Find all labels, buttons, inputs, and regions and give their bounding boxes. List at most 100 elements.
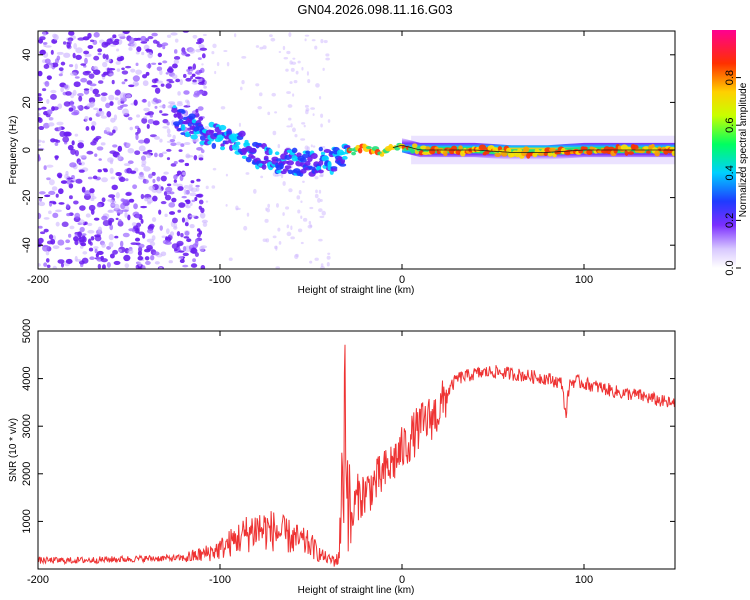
spectral-noise-blob [48,190,56,196]
spectral-ridge-blob [317,169,324,174]
spectral-noise-blob [312,113,315,117]
spectral-noise-blob [140,41,148,44]
spectral-noise-blob [176,141,182,146]
spectral-noise-blob [55,221,60,227]
spectral-ridge-blob [643,146,650,150]
x-tick-label: 0 [399,574,405,586]
spectral-noise-blob [220,106,226,110]
spectral-noise-blob [135,69,143,75]
spectral-ridge-blob [341,155,348,160]
spectral-noise-blob [308,220,312,225]
spectral-noise-blob [318,189,322,194]
spectral-noise-blob [302,180,305,183]
spectral-noise-blob [93,137,100,141]
spectral-noise-blob [111,184,118,191]
spectral-noise-blob [272,130,277,136]
spectral-noise-blob [81,186,86,193]
spectral-noise-blob [290,67,295,72]
spectral-ridge-blob [654,150,660,157]
spectral-noise-blob [199,47,208,51]
spectral-ridge-blob [304,160,311,166]
spectral-noise-blob [137,266,142,269]
spectral-ridge-blob [188,113,196,120]
spectral-noise-blob [195,48,202,53]
spectral-noise-blob [78,169,85,173]
spectral-noise-blob [156,176,161,182]
spectral-noise-blob [154,105,158,109]
spectral-noise-blob [57,259,65,264]
spectral-noise-blob [115,217,119,221]
spectral-noise-blob [166,121,170,126]
spectral-noise-blob [72,52,76,59]
spectral-noise-blob [85,213,91,218]
spectral-noise-blob [77,92,84,97]
spectral-noise-blob [55,209,62,213]
spectral-noise-blob [58,67,64,72]
spectral-noise-blob [228,257,233,261]
spectral-ridge-blob [242,148,247,156]
spectral-noise-blob [38,107,42,111]
spectral-noise-blob [166,78,174,82]
spectral-noise-blob [50,93,57,100]
spectral-noise-blob [39,191,46,195]
spectral-noise-blob [88,117,93,121]
spectral-noise-blob [140,35,147,43]
spectral-ridge-blob [244,139,249,144]
spectral-noise-blob [185,205,191,209]
spectral-noise-blob [173,160,178,165]
spectral-noise-blob [46,177,51,181]
carrier-center-line [392,145,674,153]
spectral-noise-blob [147,118,154,124]
spectral-noise-blob [271,92,276,97]
spectral-noise-blob [288,32,292,38]
spectral-noise-blob [101,73,106,78]
spectral-ridge-blob [510,153,516,158]
spectral-noise-blob [190,247,198,254]
spectral-ridge-blob [632,144,639,151]
spectral-noise-blob [80,63,87,66]
spectral-noise-blob [288,117,292,121]
spectral-noise-blob [79,219,85,225]
spectral-noise-blob [91,192,95,198]
spectral-noise-blob [297,60,301,64]
spectral-noise-blob [117,248,122,253]
x-tick-label: -200 [27,574,49,586]
spectral-noise-blob [74,255,78,262]
spectral-noise-blob [197,81,205,85]
spectral-noise-blob [116,68,121,72]
spectral-noise-blob [277,143,281,149]
spectral-noise-blob [162,239,169,245]
spectral-noise-blob [165,83,172,89]
spectral-ridge-blob [613,147,618,154]
spectral-noise-blob [288,188,293,193]
spectral-noise-blob [89,39,95,42]
spectral-noise-blob [158,152,164,158]
spectral-noise-blob [138,139,145,144]
spectral-noise-blob [326,255,331,260]
spectral-noise-blob [56,51,64,55]
spectral-noise-blob [322,67,325,71]
spectral-noise-blob [109,150,117,155]
spectral-noise-blob [90,101,96,107]
spectral-noise-blob [260,175,264,179]
spectral-ridge-blob [231,144,240,151]
spectral-noise-blob [73,42,78,50]
spectral-noise-blob [115,60,121,65]
spectral-noise-blob [136,46,142,53]
spectral-noise-blob [309,260,313,264]
spectral-ridge-blob [284,165,292,170]
spectral-noise-blob [73,81,81,88]
spectral-noise-blob [100,96,107,102]
spectral-noise-blob [185,99,189,103]
y-tick-label: 0 [21,147,33,153]
colorbar-tick-label: 0.0 [724,260,736,275]
spectral-noise-blob [171,74,178,79]
spectral-noise-blob [160,201,167,205]
spectral-noise-blob [241,55,247,59]
spectral-noise-blob [238,122,242,127]
spectral-noise-blob [41,140,45,144]
spectral-noise-blob [285,206,290,210]
spectral-noise-blob [45,258,50,263]
spectral-noise-blob [134,167,139,172]
spectral-noise-blob [170,142,177,147]
